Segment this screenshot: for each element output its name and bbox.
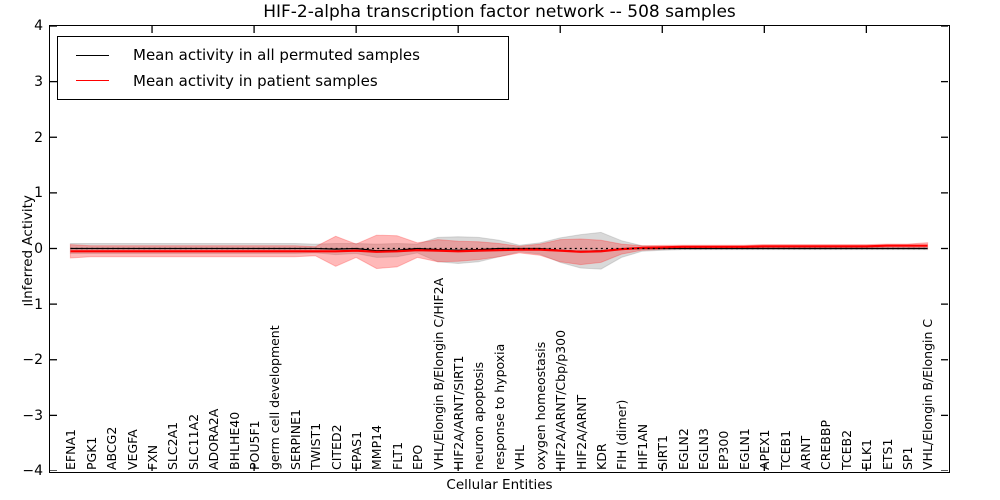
x-category-label: response to hypoxia bbox=[491, 343, 507, 470]
x-category-label: SERPINE1 bbox=[287, 409, 303, 470]
x-category-label: ELK1 bbox=[859, 438, 875, 470]
x-category-label: EPAS1 bbox=[349, 430, 365, 470]
x-category-label: EP300 bbox=[716, 430, 732, 470]
x-category-label: VHL/Elongin B/Elongin C/HIF2A bbox=[430, 277, 446, 470]
x-category-label: BHLHE40 bbox=[226, 411, 242, 470]
legend-label: Mean activity in all permuted samples bbox=[133, 46, 420, 65]
legend-item-permuted: Mean activity in all permuted samples bbox=[58, 46, 508, 64]
y-tick-label: −3 bbox=[22, 407, 43, 424]
y-tick-label: 2 bbox=[34, 129, 43, 146]
x-category-label: CITED2 bbox=[328, 424, 344, 470]
x-category-label: CREBBP bbox=[818, 420, 834, 470]
x-category-label: TCEB1 bbox=[777, 429, 793, 470]
x-category-label: FXN bbox=[144, 444, 160, 470]
legend-label: Mean activity in patient samples bbox=[133, 71, 378, 90]
x-category-label: HIF2A/ARNT/Cbp/p300 bbox=[553, 329, 569, 470]
red-line-swatch bbox=[76, 80, 109, 82]
x-category-label: EGLN2 bbox=[675, 428, 691, 470]
y-tick-label: −4 bbox=[22, 463, 43, 480]
legend: Mean activity in all permuted samples Me… bbox=[57, 36, 509, 100]
x-axis-label: Cellular Entities bbox=[446, 477, 553, 493]
x-category-label: neuron apoptosis bbox=[471, 361, 487, 470]
x-category-label: EGLN1 bbox=[736, 428, 752, 470]
x-category-label: MMP14 bbox=[369, 424, 385, 470]
x-category-label: SP1 bbox=[900, 446, 916, 470]
y-tick-label: 4 bbox=[34, 18, 43, 35]
x-category-label: VEGFA bbox=[124, 429, 140, 470]
x-category-label: ETS1 bbox=[879, 438, 895, 470]
chart-title: HIF-2-alpha transcription factor network… bbox=[263, 2, 736, 22]
x-category-label: VHL bbox=[512, 445, 528, 470]
x-category-label: FLT1 bbox=[389, 441, 405, 470]
axis-tick-marks bbox=[50, 26, 948, 471]
x-category-label: SLC11A2 bbox=[185, 413, 201, 470]
x-category-label: oxygen homeostasis bbox=[532, 341, 548, 470]
plot-area bbox=[49, 25, 950, 473]
x-category-label: SLC2A1 bbox=[165, 421, 181, 470]
x-category-label: APEX1 bbox=[757, 429, 773, 470]
x-category-label: EPO bbox=[410, 444, 426, 470]
x-category-label: germ cell development bbox=[267, 325, 283, 470]
x-category-label: TWIST1 bbox=[308, 422, 324, 470]
x-category-label: ADORA2A bbox=[206, 408, 222, 470]
patient-mean-line bbox=[70, 244, 928, 253]
chart-canvas bbox=[50, 26, 948, 471]
y-tick-label: 0 bbox=[34, 240, 43, 257]
y-tick-label: −1 bbox=[22, 296, 43, 313]
y-tick-label: −2 bbox=[22, 352, 43, 369]
x-category-label: HIF1AN bbox=[634, 423, 650, 470]
x-category-label: SIRT1 bbox=[655, 435, 671, 470]
y-tick-label: 3 bbox=[34, 74, 43, 91]
x-category-label: ABCG2 bbox=[104, 426, 120, 470]
y-tick-label: 1 bbox=[34, 185, 43, 202]
legend-item-patient: Mean activity in patient samples bbox=[58, 72, 508, 90]
x-category-label: POU5F1 bbox=[246, 420, 262, 470]
x-category-label: HIF2A/ARNT/SIRT1 bbox=[451, 355, 467, 470]
x-category-label: HIF2A/ARNT bbox=[573, 394, 589, 470]
x-category-label: EGLN3 bbox=[695, 428, 711, 470]
black-line-swatch bbox=[76, 54, 109, 56]
x-category-label: FIH (dimer) bbox=[614, 399, 630, 470]
x-category-label: VHL/Elongin B/Elongin C bbox=[920, 318, 936, 470]
x-category-label: ARNT bbox=[798, 435, 814, 470]
x-category-label: EFNA1 bbox=[63, 429, 79, 470]
x-category-label: TCEB2 bbox=[838, 429, 854, 470]
x-category-label: KDR bbox=[593, 443, 609, 470]
x-category-label: PGK1 bbox=[83, 436, 99, 470]
